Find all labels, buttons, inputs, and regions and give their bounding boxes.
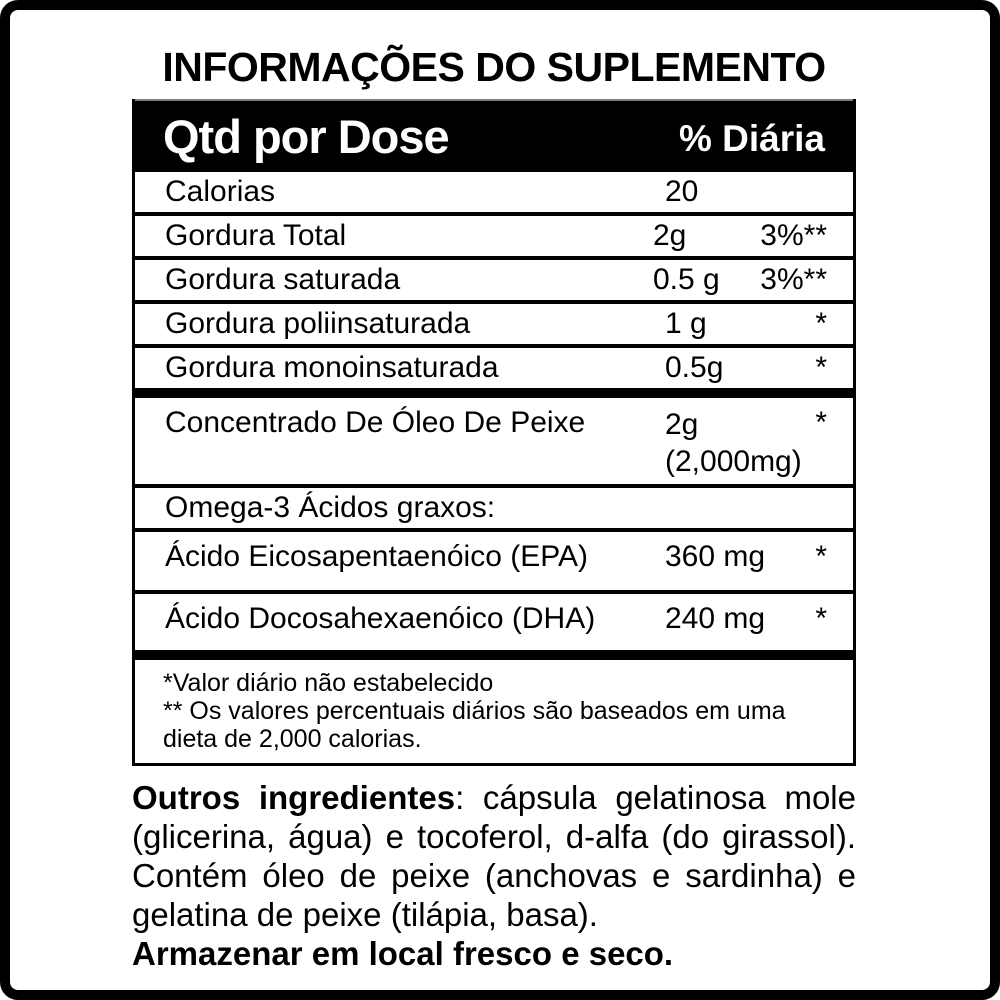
- amount-primary: 2g: [665, 408, 699, 441]
- row-daily-value: *: [815, 406, 827, 439]
- row-label: Ácido Eicosapentaenóico (EPA): [165, 540, 589, 573]
- label-title: INFORMAÇÕES DO SUPLEMENTO: [162, 44, 826, 90]
- row-label: Gordura Total: [165, 219, 347, 252]
- table-row: Gordura saturada 0.5 g 3%**: [135, 260, 853, 304]
- footnotes: *Valor diário não estabelecido ** Os valo…: [135, 660, 853, 763]
- amount-primary: 360 mg: [665, 540, 766, 573]
- footnote-line: *Valor diário não estabelecido: [163, 669, 494, 697]
- row-amount: 0.5 g: [653, 263, 760, 297]
- row-amount: 360 mg: [665, 540, 775, 574]
- header-daily-percent: % Diária: [678, 118, 825, 159]
- amount-primary: 0.5 g: [652, 263, 720, 296]
- row-label: Omega-3 Ácidos graxos:: [165, 491, 496, 524]
- row-daily-value: *: [815, 351, 827, 384]
- row-amount: 2g (2,000mg): [665, 406, 802, 480]
- row-amount: 240 mg: [665, 602, 775, 636]
- amount-secondary: (2,000mg): [665, 445, 802, 478]
- row-label: Concentrado De Óleo De Peixe: [165, 406, 586, 439]
- amount-primary: 1 g: [665, 307, 707, 340]
- table-row: Omega-3 Ácidos graxos:: [135, 488, 853, 532]
- row-amount: 1 g: [665, 307, 775, 341]
- row-label: Gordura poliinsaturada: [165, 307, 471, 340]
- row-label: Gordura monoinsaturada: [165, 351, 499, 384]
- row-daily-value: *: [815, 540, 827, 573]
- row-daily-value: 3%**: [760, 263, 827, 296]
- amount-primary: 240 mg: [665, 602, 766, 635]
- table-row: Ácido Eicosapentaenóico (EPA) 360 mg *: [135, 532, 853, 594]
- row-amount: 0.5g: [665, 351, 775, 385]
- row-label: Gordura saturada: [165, 263, 401, 296]
- table-header-row: Qtd por Dose % Diária: [135, 99, 853, 172]
- storage-instruction: Armazenar em local fresco e seco.: [132, 935, 674, 972]
- table-row: Concentrado De Óleo De Peixe 2g (2,000mg) *: [135, 398, 853, 488]
- footnote-line: ** Os valores percentuais diários são ba…: [163, 697, 786, 753]
- table-row: Ácido Docosahexaenóico (DHA) 240 mg *: [135, 594, 853, 660]
- table-row: Calorias 20: [135, 172, 853, 216]
- table-row: Gordura monoinsaturada 0.5g *: [135, 348, 853, 398]
- other-ingredients-paragraph: Outros ingredientes: cápsula gelatinosa …: [132, 778, 856, 934]
- row-amount: 2g: [653, 219, 760, 253]
- row-label: Calorias: [165, 175, 276, 208]
- header-qty-per-dose: Qtd por Dose: [163, 110, 450, 163]
- amount-primary: 20: [665, 175, 699, 208]
- supplement-label: INFORMAÇÕES DO SUPLEMENTO Qtd por Dose %…: [132, 0, 856, 974]
- row-daily-value: *: [815, 602, 827, 635]
- other-ingredients-label: Outros ingredientes: [132, 779, 456, 816]
- row-label: Ácido Docosahexaenóico (DHA): [165, 602, 596, 635]
- supplement-facts-table: Qtd por Dose % Diária Calorias 20 Gordura …: [132, 99, 856, 766]
- row-daily-value: 3%**: [760, 219, 827, 252]
- row-amount: 20: [665, 175, 775, 209]
- other-ingredients-text: : cápsula gelatinosa mole (glicerina, ág…: [132, 779, 856, 933]
- table-row: Gordura Total 2g 3%**: [135, 216, 853, 260]
- table-row: Gordura poliinsaturada 1 g *: [135, 304, 853, 348]
- amount-primary: 0.5g: [665, 351, 724, 384]
- rows-container: Calorias 20 Gordura Total 2g 3%** Gordura sat…: [135, 172, 853, 660]
- row-daily-value: *: [815, 307, 827, 340]
- amount-primary: 2g: [652, 219, 687, 252]
